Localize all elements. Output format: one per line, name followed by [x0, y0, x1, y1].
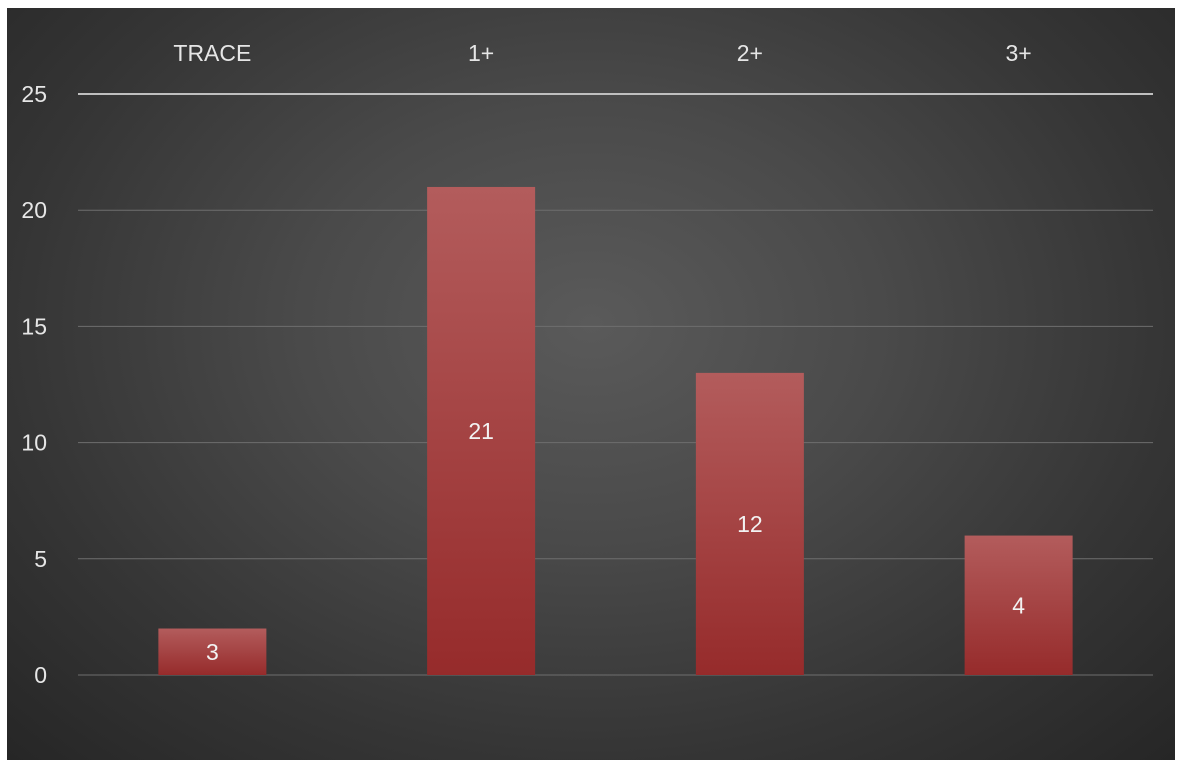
- data-label: 21: [468, 418, 494, 444]
- y-tick-label: 10: [21, 430, 47, 456]
- data-label: 4: [1012, 592, 1025, 618]
- y-tick-label: 0: [34, 662, 47, 688]
- x-category-label: 1+: [468, 40, 494, 66]
- y-tick-label: 15: [21, 313, 47, 339]
- bar-1+[interactable]: [427, 186, 536, 675]
- x-category-label: 3+: [1006, 40, 1032, 66]
- y-tick-label: 5: [34, 546, 47, 572]
- bar-3+[interactable]: [964, 535, 1073, 675]
- y-tick-label: 25: [21, 81, 47, 107]
- y-tick-label: 20: [21, 197, 47, 223]
- bar-2+[interactable]: [695, 372, 804, 675]
- chart-area: 0 5 10 15 20 25 TRACE 3 1+ 21 2+ 12 3+ 4: [7, 8, 1175, 760]
- x-category-label: TRACE: [173, 40, 251, 66]
- x-category-label: 2+: [737, 40, 763, 66]
- data-label: 3: [206, 639, 219, 665]
- data-label: 12: [737, 511, 763, 537]
- bar-chart: 0 5 10 15 20 25 TRACE 3 1+ 21 2+ 12 3+ 4: [21, 40, 1153, 688]
- bar-TRACE[interactable]: [158, 628, 267, 675]
